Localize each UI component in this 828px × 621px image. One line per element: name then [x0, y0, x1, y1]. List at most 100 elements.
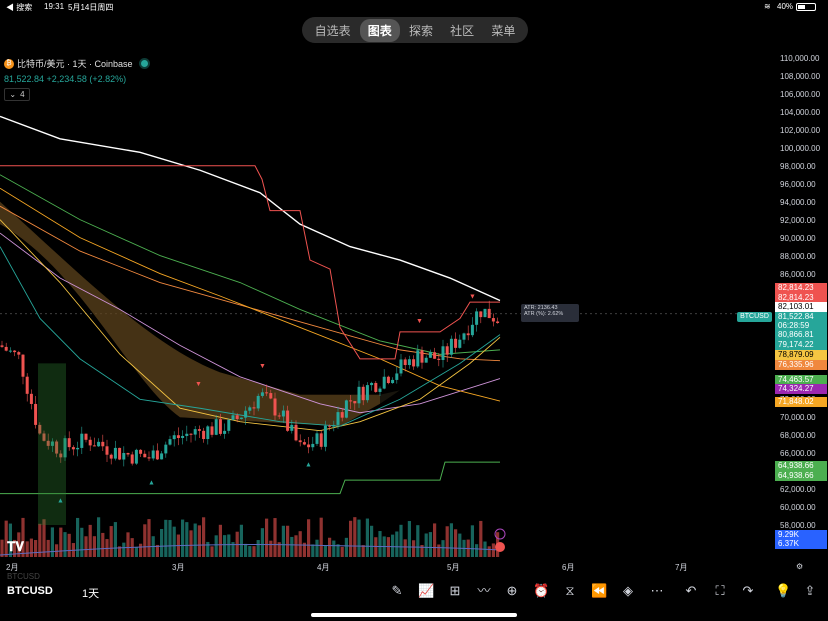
- candle-body: [126, 452, 130, 455]
- atr-label: ATR: 2136.43 ATR (%): 2.62%: [521, 304, 579, 322]
- back-to-search-link[interactable]: ◀ 搜索: [6, 3, 33, 12]
- price-tag: 78,879.09: [775, 350, 827, 360]
- volume-bar: [8, 523, 12, 557]
- battery-percent: 40%: [777, 2, 794, 11]
- volume-bar: [13, 539, 17, 557]
- volume-bar: [479, 520, 483, 557]
- redo-icon[interactable]: ↷: [742, 583, 754, 598]
- more-icon[interactable]: ⋯: [650, 583, 664, 598]
- time-tick: 3月: [172, 563, 185, 572]
- settings-gear-icon[interactable]: ⚙: [796, 562, 804, 571]
- volume-bar: [59, 527, 63, 557]
- volume-bar: [458, 533, 462, 557]
- volume-bar: [29, 538, 33, 557]
- candle-body: [479, 311, 483, 318]
- candle-body: [218, 419, 222, 434]
- tab-community[interactable]: 社区: [450, 23, 475, 38]
- volume-bar: [155, 544, 159, 557]
- layers-icon[interactable]: ◈: [623, 583, 633, 598]
- price-axis[interactable]: 110,000.00 108,000.00 106,000.00 104,000.00…: [772, 50, 828, 560]
- price-tick: 98,000.00: [780, 161, 816, 171]
- volume-bar: [323, 545, 327, 557]
- layout-icon[interactable]: ⊞: [449, 583, 461, 598]
- top-nav: 自选表 图表 探索 社区 菜单: [302, 17, 528, 43]
- volume-bar: [172, 526, 176, 557]
- volume-bar: [42, 519, 46, 557]
- tab-chart[interactable]: 图表: [359, 18, 400, 42]
- undo-icon[interactable]: ↶: [685, 583, 697, 598]
- volume-bar: [101, 532, 105, 557]
- replay-icon[interactable]: ⧖: [565, 583, 575, 598]
- candle-body: [63, 438, 67, 458]
- candle-body: [55, 441, 59, 454]
- candle-body: [80, 433, 84, 448]
- candle-body: [29, 393, 33, 404]
- volume-bar: [63, 532, 67, 557]
- candle-body: [109, 454, 113, 459]
- alert-icon[interactable]: ⏰: [533, 583, 550, 598]
- atr-value: ATR: 2136.43: [524, 305, 558, 311]
- price-chart[interactable]: ▼ ▼ ▼ ▼ ▲ ▲ ▲: [0, 50, 772, 560]
- status-bar: ◀ 搜索 19:31 5月14日周四 ≋ 40%: [0, 0, 828, 14]
- chart-title[interactable]: 比特币/美元 · 1天 · Coinbase: [17, 59, 133, 69]
- candle-body: [193, 429, 197, 435]
- pen-icon[interactable]: ✎: [391, 583, 403, 598]
- price-tag: 64,938.66: [775, 471, 827, 481]
- volume-bar: [315, 539, 319, 557]
- volume-bar: [76, 517, 80, 557]
- market-open-dot-icon: [140, 60, 148, 67]
- indicators-icon[interactable]: 📈: [418, 583, 435, 598]
- candle-body: [105, 446, 109, 455]
- price-tag: 82,814.23: [775, 293, 827, 303]
- candle-body: [374, 382, 378, 392]
- candle-body: [46, 440, 50, 446]
- volume-bar: [0, 539, 4, 557]
- signal-marker: ▲: [148, 480, 155, 487]
- candle-body: [445, 346, 449, 355]
- tab-watchlist[interactable]: 自选表: [314, 23, 351, 38]
- volume-ma-line: [0, 544, 501, 556]
- volume-bar: [4, 520, 8, 557]
- signal-marker: ▲: [305, 462, 312, 469]
- candle-body: [466, 333, 470, 336]
- volume-bar: [428, 532, 432, 557]
- indicator-count: 4: [20, 90, 25, 99]
- share-icon[interactable]: ⇪: [804, 583, 816, 598]
- candle-body: [277, 415, 281, 417]
- interval-selector[interactable]: 1天: [82, 588, 100, 600]
- indicators-toggle-button[interactable]: ⌄ 4: [4, 88, 30, 101]
- volume-bar: [109, 526, 113, 557]
- volume-bar: [437, 544, 441, 557]
- price-tick: 66,000.00: [780, 449, 816, 459]
- candle-body: [38, 424, 42, 434]
- price-tag: 82,814.23: [775, 283, 827, 293]
- strategy-icon[interactable]: 〰: [477, 583, 491, 598]
- candle-body: [386, 376, 390, 384]
- chart-canvas[interactable]: ▼ ▼ ▼ ▼ ▲ ▲ ▲: [0, 50, 772, 560]
- fullscreen-icon[interactable]: ⛶: [715, 583, 725, 598]
- price-tick: 108,000.00: [780, 71, 821, 81]
- time-axis[interactable]: 2月 3月 4月 5月 6月 7月 ⚙: [0, 561, 803, 573]
- volume-bar: [311, 544, 315, 557]
- volume-bar: [340, 546, 344, 557]
- price-tag: 74,463.57: [775, 375, 827, 385]
- candle-body: [130, 454, 134, 464]
- rewind-icon[interactable]: ⏪: [591, 583, 608, 598]
- candle-body: [475, 311, 479, 325]
- highlight-column: [38, 363, 66, 525]
- tab-menu[interactable]: 菜单: [491, 23, 516, 38]
- volume-bar: [286, 525, 290, 557]
- volume-bar: [147, 519, 151, 557]
- add-icon[interactable]: ⊕: [506, 583, 518, 598]
- volume-bar: [248, 546, 252, 557]
- candle-body: [420, 350, 424, 363]
- volume-bar: [38, 523, 42, 557]
- symbol-selector[interactable]: BTCUSD: [7, 585, 53, 597]
- lightning-icon: [494, 528, 506, 540]
- candle-body: [428, 352, 432, 358]
- bottom-toolbar: BTCUSD 1天 ✎ 📈 ⊞ 〰 ⊕ ⏰ ⧖ ⏪ ◈ ⋯ ↶ ⛶ ↷ 💡 ⇪: [0, 575, 828, 607]
- tab-explore[interactable]: 探索: [408, 23, 433, 38]
- volume-bar: [328, 537, 332, 557]
- bulb-icon[interactable]: 💡: [775, 583, 792, 598]
- signal-marker: ▼: [469, 294, 476, 301]
